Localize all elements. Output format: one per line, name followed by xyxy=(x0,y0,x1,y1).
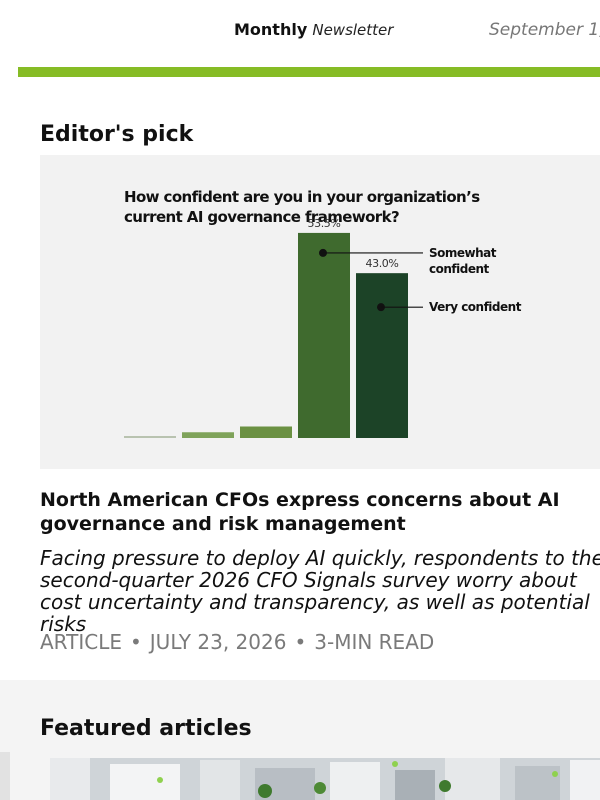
chart-bar xyxy=(182,432,234,438)
chart-bar xyxy=(356,273,408,438)
editors-pick-chart-image[interactable]: How confident are you in your organizati… xyxy=(40,155,600,469)
article-description: Facing pressure to deploy AI quickly, re… xyxy=(40,546,600,636)
chart-title-line: How confident are you in your organizati… xyxy=(124,188,480,206)
chart-bar xyxy=(298,232,350,438)
article-title-link[interactable]: North American CFOs express concerns abo… xyxy=(40,489,560,535)
newsletter-brand: Monthly Newsletter xyxy=(234,20,393,39)
newsletter-date: September 1, . xyxy=(489,20,600,40)
meta-separator: • xyxy=(294,630,307,654)
chart-bar xyxy=(124,436,176,438)
city-aerial-illustration xyxy=(50,758,600,800)
confidence-bar-chart: How confident are you in your organizati… xyxy=(124,188,522,438)
newsletter-header: Monthly Newsletter September 1, . xyxy=(0,0,600,66)
callout-label: Very confident xyxy=(429,300,522,314)
chart-title-line: current AI governance framework? xyxy=(124,208,399,226)
callout-label: confident xyxy=(429,262,490,276)
callout-label: Somewhat xyxy=(429,246,497,260)
chart-value-label: 43.0% xyxy=(366,257,399,270)
chart-bar xyxy=(240,426,292,438)
brand-bold: Monthly xyxy=(234,20,308,39)
brand-italic: Newsletter xyxy=(312,21,394,39)
chart-value-label: 53.5% xyxy=(308,217,341,230)
article-read-time: 3-MIN READ xyxy=(314,630,435,654)
header-accent-bar xyxy=(18,67,600,77)
featured-article-image[interactable] xyxy=(50,758,600,800)
carousel-prev-card-edge[interactable] xyxy=(0,752,10,800)
editors-pick-title: Editor's pick xyxy=(40,122,194,147)
meta-separator: • xyxy=(129,630,142,654)
article-type: ARTICLE xyxy=(40,630,122,654)
article-meta: ARTICLE • JULY 23, 2026 • 3-MIN READ xyxy=(40,630,434,654)
article-date: JULY 23, 2026 xyxy=(149,630,287,654)
featured-articles-title: Featured articles xyxy=(40,716,252,741)
